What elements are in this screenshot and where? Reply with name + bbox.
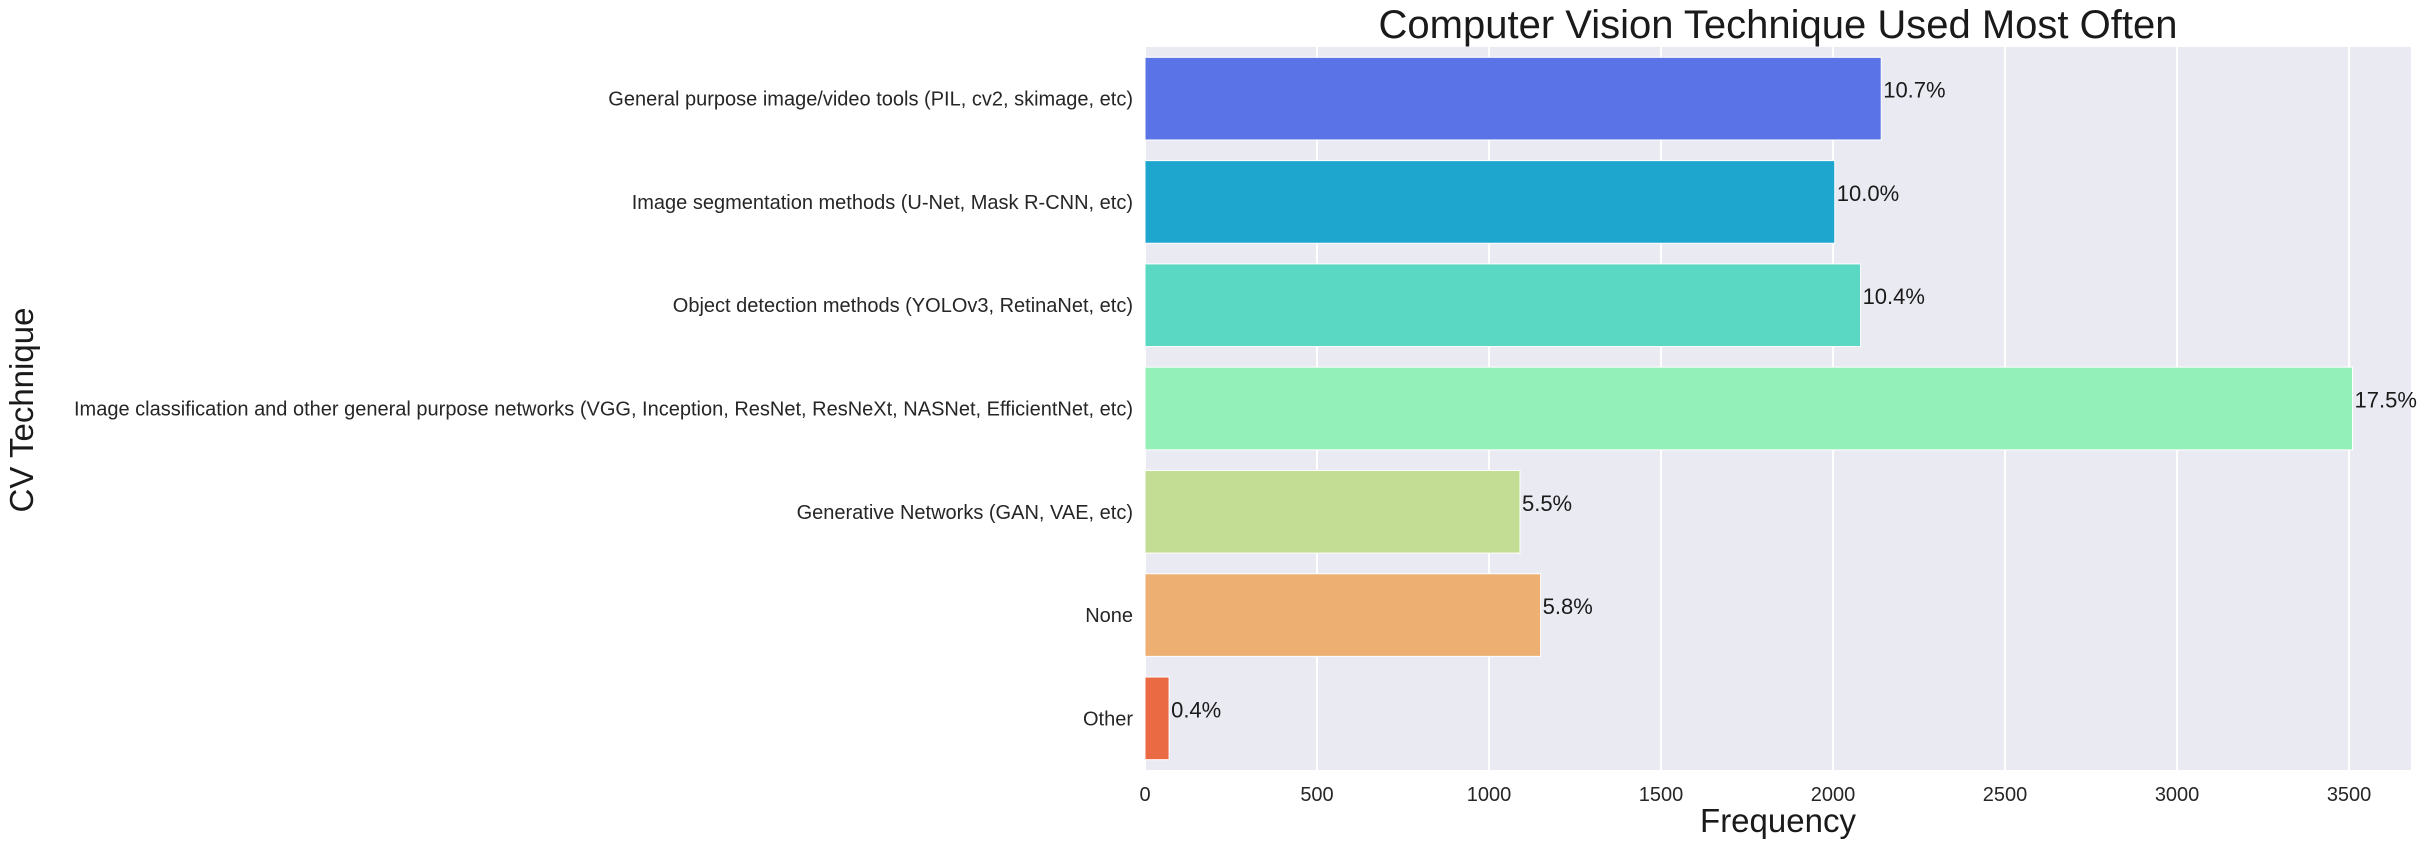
bars: [1144, 56, 2354, 761]
data-labels: 10.7% 10.0% 10.4% 17.5% 5.5% 5.8% 0.4%: [1171, 78, 2417, 723]
x-tick-label: 500: [1300, 784, 1333, 806]
y-tick-label: Generative Networks (GAN, VAE, etc): [797, 502, 1133, 524]
bar: [1144, 263, 1862, 348]
data-label: 10.0%: [1837, 181, 1899, 206]
y-tick-label: Object detection methods (YOLOv3, Retina…: [673, 295, 1133, 317]
data-label: 5.5%: [1522, 491, 1572, 516]
x-tick-label: 2000: [1811, 784, 1856, 806]
data-label: 0.4%: [1171, 697, 1221, 722]
x-tick-label: 3000: [2155, 784, 2200, 806]
bar: [1144, 56, 1882, 141]
bar: [1144, 573, 1542, 657]
x-axis-label: Frequency: [1700, 802, 1856, 839]
data-label: 10.7%: [1883, 78, 1945, 103]
y-tick-label: Image segmentation methods (U-Net, Mask …: [632, 192, 1133, 214]
x-tick-label: 2500: [1983, 784, 2028, 806]
bar: [1144, 160, 1836, 244]
x-tick-label: 1500: [1639, 784, 1684, 806]
x-tick-labels: 0 500 1000 1500 2000 2500 3000 3500: [1139, 784, 2371, 806]
chart-title: Computer Vision Technique Used Most Ofte…: [1379, 3, 2178, 47]
y-tick-label: None: [1085, 605, 1133, 627]
y-axis-label: CV Technique: [3, 308, 40, 513]
bar: [1144, 469, 1521, 554]
data-label: 5.8%: [1543, 594, 1593, 619]
x-tick-label: 3500: [2327, 784, 2372, 806]
y-tick-label: Other: [1083, 708, 1133, 730]
bar: [1144, 676, 1170, 761]
bar: [1144, 366, 2354, 451]
x-tick-label: 0: [1139, 784, 1150, 806]
y-tick-labels: General purpose image/video tools (PIL, …: [74, 89, 1133, 731]
data-label: 17.5%: [2355, 388, 2417, 413]
data-label: 10.4%: [1863, 284, 1925, 309]
y-tick-label: General purpose image/video tools (PIL, …: [608, 89, 1133, 111]
y-tick-label: Image classification and other general p…: [74, 399, 1133, 421]
x-tick-label: 1000: [1467, 784, 1512, 806]
